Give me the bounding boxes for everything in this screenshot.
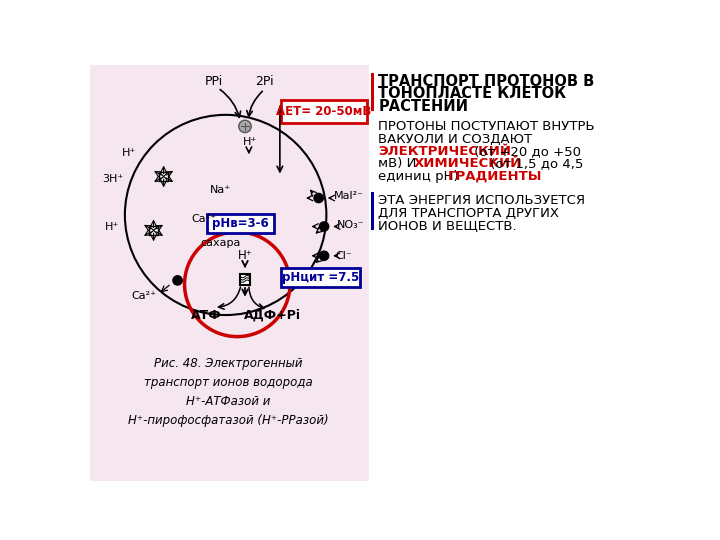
Bar: [240, 274, 251, 285]
Text: Cl⁻: Cl⁻: [335, 251, 351, 261]
Circle shape: [173, 276, 182, 285]
Text: Рис. 48. Электрогенный
транспорт ионов водорода
Н⁺-АТФазой и
Н⁺-пирофосфатазой (: Рис. 48. Электрогенный транспорт ионов в…: [127, 357, 328, 427]
Text: PPi: PPi: [205, 75, 223, 88]
Text: ИОНОВ И ВЕЩЕСТВ.: ИОНОВ И ВЕЩЕСТВ.: [378, 219, 517, 232]
Text: ДЛЯ ТРАНСПОРТА ДРУГИХ: ДЛЯ ТРАНСПОРТА ДРУГИХ: [378, 206, 559, 219]
Text: ГРАДИЕНТЫ: ГРАДИЕНТЫ: [448, 170, 543, 183]
Text: .: .: [508, 170, 513, 183]
Text: АТФ: АТФ: [191, 308, 222, 321]
Bar: [159, 172, 168, 181]
Text: АДФ+Pi: АДФ+Pi: [243, 308, 301, 321]
Text: NO₃⁻: NO₃⁻: [336, 220, 364, 230]
Circle shape: [320, 222, 329, 231]
Text: рНцит =7.5: рНцит =7.5: [282, 271, 359, 284]
Circle shape: [239, 120, 251, 132]
Text: ХИМИЧЕСКИЙ: ХИМИЧЕСКИЙ: [414, 157, 522, 170]
Text: ΔEТ= 20-50мВ: ΔEТ= 20-50мВ: [276, 105, 372, 118]
Text: сахара: сахара: [200, 239, 240, 248]
FancyBboxPatch shape: [281, 100, 367, 123]
Text: ЭТА ЭНЕРГИЯ ИСПОЛЬЗУЕТСЯ: ЭТА ЭНЕРГИЯ ИСПОЛЬЗУЕТСЯ: [378, 194, 585, 207]
Circle shape: [320, 251, 329, 260]
Text: РАСТЕНИЙ: РАСТЕНИЙ: [378, 99, 468, 114]
Text: Ca²⁺: Ca²⁺: [192, 214, 217, 224]
Text: единиц рН): единиц рН): [378, 170, 463, 183]
Text: ТОНОПЛАСТЕ КЛЕТОК: ТОНОПЛАСТЕ КЛЕТОК: [378, 86, 567, 102]
Text: 2Pi: 2Pi: [255, 75, 274, 88]
Bar: [371, 192, 374, 230]
Bar: [149, 226, 158, 235]
Text: H⁺: H⁺: [243, 137, 258, 147]
Bar: [369, 65, 648, 481]
Text: H⁺: H⁺: [122, 148, 136, 158]
Text: (от +20 до +50: (от +20 до +50: [469, 145, 581, 158]
Text: мВ) И: мВ) И: [378, 157, 421, 170]
Text: ПРОТОНЫ ПОСТУПАЮТ ВНУТРЬ: ПРОТОНЫ ПОСТУПАЮТ ВНУТРЬ: [378, 120, 595, 133]
Text: Mal²⁻: Mal²⁻: [334, 191, 364, 201]
Text: рНв=3-6: рНв=3-6: [212, 217, 269, 230]
Text: ЭЛЕКТРИЧЕСКИЙ: ЭЛЕКТРИЧЕСКИЙ: [378, 145, 511, 158]
Text: 3H⁺: 3H⁺: [103, 174, 124, 184]
Circle shape: [314, 193, 323, 202]
FancyBboxPatch shape: [207, 214, 274, 233]
Text: Na⁺: Na⁺: [210, 185, 231, 194]
Bar: [90, 65, 369, 481]
Text: H⁺: H⁺: [104, 221, 119, 232]
Text: ТРАНСПОРТ ПРОТОНОВ В: ТРАНСПОРТ ПРОТОНОВ В: [378, 74, 595, 89]
FancyBboxPatch shape: [282, 268, 361, 287]
Text: H⁺: H⁺: [238, 249, 253, 262]
Text: (от 1,5 до 4,5: (от 1,5 до 4,5: [486, 157, 583, 170]
Bar: [371, 72, 374, 111]
Text: Ca²⁺: Ca²⁺: [132, 291, 157, 301]
Text: ВАКУОЛИ И СОЗДАЮТ: ВАКУОЛИ И СОЗДАЮТ: [378, 132, 532, 146]
